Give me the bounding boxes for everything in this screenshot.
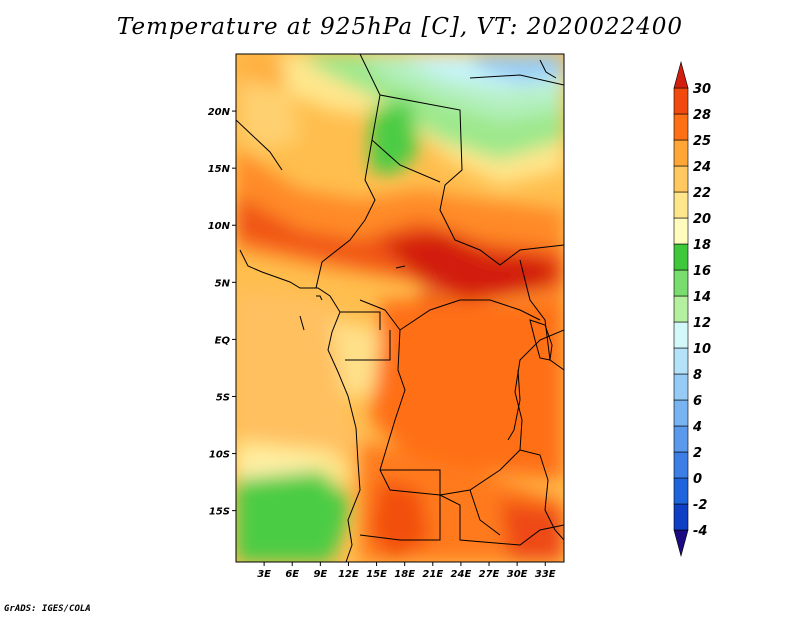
colorbar-label: 22 — [693, 186, 711, 201]
lon-tick-label: 24E — [451, 569, 472, 580]
lat-tick-label: 10N — [208, 221, 231, 232]
colorbar-segment — [673, 529, 689, 558]
colorbar-label: 0 — [693, 472, 702, 487]
grads-credit: GrADS: IGES/COLA — [4, 604, 91, 614]
colorbar-segment — [673, 139, 689, 167]
colorbar-label: 8 — [693, 368, 702, 383]
colorbar-label: 4 — [692, 420, 702, 435]
colorbar-label: 30 — [693, 82, 711, 97]
lat-tick-label: 5S — [216, 392, 230, 403]
colorbar-segment — [673, 217, 689, 245]
colorbar-segment — [673, 373, 689, 401]
colorbar-segment — [673, 269, 689, 297]
colorbar-label: 28 — [693, 108, 711, 123]
colorbar-segment — [673, 113, 689, 141]
colorbar-segment — [673, 503, 689, 531]
colorbar-segment — [673, 191, 689, 219]
colorbar-segment — [673, 425, 689, 453]
colorbar-label: 24 — [693, 160, 711, 175]
colorbar-segment — [673, 295, 689, 323]
colorbar-label: 6 — [693, 394, 702, 409]
lon-tick-label: 9E — [313, 569, 327, 580]
temperature-field — [236, 54, 564, 562]
lat-tick-label: 20N — [208, 107, 231, 118]
colorbar-label: 2 — [693, 446, 702, 461]
lat-tick-label: EQ — [215, 335, 231, 346]
colorbar-label: 16 — [693, 264, 711, 279]
colorbar-segment — [673, 477, 689, 505]
country-boundaries — [236, 54, 564, 562]
lon-tick-label: 33E — [535, 569, 556, 580]
colorbar-segment — [673, 243, 689, 271]
lon-tick-label: 18E — [394, 569, 415, 580]
map-title: Temperature at 925hPa [C], VT: 202002240… — [116, 14, 684, 40]
colorbar-label: 10 — [693, 342, 711, 357]
colorbar-segment — [673, 451, 689, 479]
lon-tick-label: 3E — [257, 569, 271, 580]
colorbar-segment — [673, 60, 689, 89]
lon-tick-label: 6E — [285, 569, 299, 580]
colorbar-label: 14 — [693, 290, 711, 305]
lat-tick-label: 15N — [208, 164, 231, 175]
colorbar-label: 25 — [693, 134, 711, 149]
colorbar-label: 12 — [693, 316, 711, 331]
colorbar-segment — [673, 399, 689, 427]
colorbar-label: 20 — [693, 212, 711, 227]
lon-tick-label: 21E — [422, 569, 443, 580]
axis-ticks: 3E 6E 9E 12E 15E 18E 21E 24E 27E 30E 33E 20N 15N 10N 5… — [208, 107, 556, 580]
lat-tick-label: 15S — [209, 507, 230, 518]
colorbar-segment — [673, 165, 689, 193]
lon-tick-label: 30E — [507, 569, 528, 580]
colorbar-label: -4 — [693, 524, 707, 539]
colorbar-segment — [673, 347, 689, 375]
colorbar-segment — [673, 321, 689, 349]
lon-tick-label: 12E — [338, 569, 359, 580]
map-frame — [235, 53, 565, 563]
lat-tick-label: 10S — [209, 450, 230, 461]
colorbar-label: 18 — [693, 238, 711, 253]
lon-tick-label: 15E — [366, 569, 387, 580]
lon-tick-label: 27E — [479, 569, 500, 580]
colorbar-label: -2 — [693, 498, 707, 513]
colorbar-segment — [673, 87, 689, 115]
lat-tick-label: 5N — [215, 278, 231, 289]
